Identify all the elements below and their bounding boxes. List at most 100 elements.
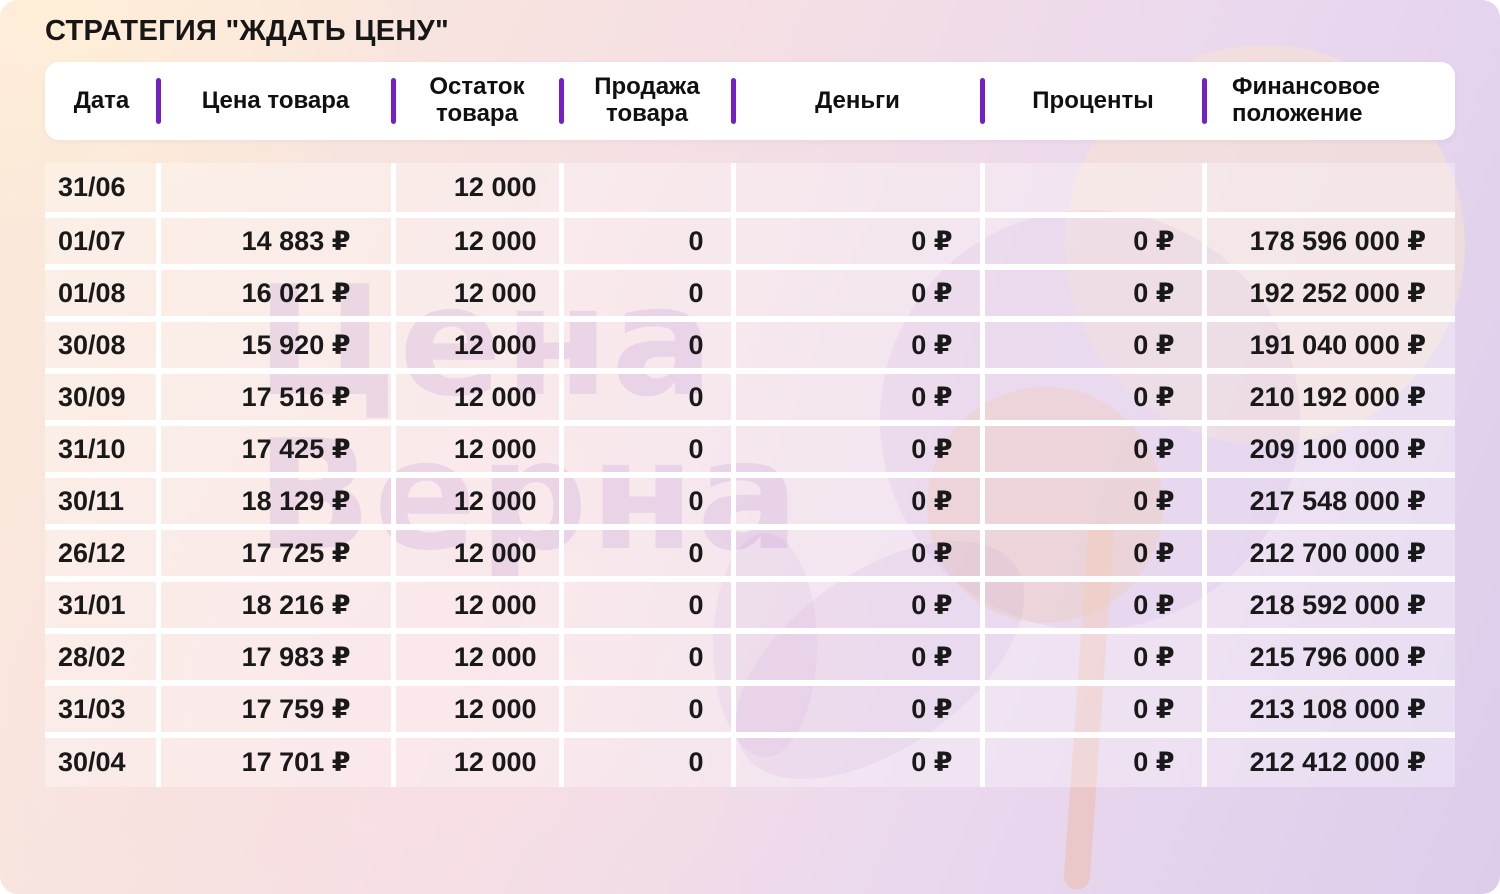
cell-price: 17 425 ₽ <box>158 423 396 478</box>
cell-price: 17 983 ₽ <box>158 631 396 686</box>
cell-date: 30/04 <box>45 735 161 787</box>
table-row: 30/08 15 920 ₽12 000 0 0 ₽0 ₽191 040 000 ₽ <box>45 319 1455 374</box>
column-header-position: Финансовое положение <box>1232 73 1381 127</box>
cell-sale <box>561 163 736 218</box>
cell-money: 0 ₽ <box>733 475 985 530</box>
column-header-money: Деньги <box>733 62 982 140</box>
cell-date: 30/08 <box>45 319 161 374</box>
cell-date: 30/11 <box>45 475 161 530</box>
table-row: 01/07 14 883 ₽12 000 0 0 ₽0 ₽178 596 000 ₽ <box>45 215 1455 270</box>
cell-position: 209 100 000 ₽ <box>1204 423 1455 478</box>
table-row: 30/04 17 701 ₽12 000 0 0 ₽0 ₽212 412 000 ₽ <box>45 735 1455 787</box>
cell-interest: 0 ₽ <box>982 215 1207 270</box>
cell-price: 16 021 ₽ <box>158 267 396 322</box>
cell-money: 0 ₽ <box>733 683 985 738</box>
cell-price: 18 129 ₽ <box>158 475 396 530</box>
cell-date: 31/01 <box>45 579 161 634</box>
cell-money: 0 ₽ <box>733 735 985 787</box>
cell-stock: 12 000 <box>393 423 564 478</box>
cell-position: 215 796 000 ₽ <box>1204 631 1455 686</box>
table-row: 30/11 18 129 ₽12 000 0 0 ₽0 ₽217 548 000 ₽ <box>45 475 1455 530</box>
cell-position <box>1204 163 1455 218</box>
cell-stock: 12 000 <box>393 267 564 322</box>
page-title: СТРАТЕГИЯ "ЖДАТЬ ЦЕНУ" <box>45 15 450 47</box>
cell-price: 14 883 ₽ <box>158 215 396 270</box>
cell-stock: 12 000 <box>393 163 564 218</box>
cell-money: 0 ₽ <box>733 527 985 582</box>
table-row: 31/10 17 425 ₽12 000 0 0 ₽0 ₽209 100 000 ₽ <box>45 423 1455 478</box>
cell-stock: 12 000 <box>393 579 564 634</box>
cell-sale: 0 <box>561 319 736 374</box>
cell-interest: 0 ₽ <box>982 579 1207 634</box>
cell-position: 212 700 000 ₽ <box>1204 527 1455 582</box>
cell-interest: 0 ₽ <box>982 423 1207 478</box>
column-header-date: Дата <box>45 62 158 140</box>
column-header-stock: Остаток товара <box>393 62 561 140</box>
cell-position: 212 412 000 ₽ <box>1204 735 1455 787</box>
cell-price: 18 216 ₽ <box>158 579 396 634</box>
column-header-sale: Продажа товара <box>561 62 733 140</box>
cell-position: 218 592 000 ₽ <box>1204 579 1455 634</box>
cell-stock: 12 000 <box>393 631 564 686</box>
cell-price: 17 701 ₽ <box>158 735 396 787</box>
cell-position: 178 596 000 ₽ <box>1204 215 1455 270</box>
table-row: 28/02 17 983 ₽12 000 0 0 ₽0 ₽215 796 000 ₽ <box>45 631 1455 686</box>
cell-money: 0 ₽ <box>733 423 985 478</box>
cell-position: 217 548 000 ₽ <box>1204 475 1455 530</box>
cell-stock: 12 000 <box>393 475 564 530</box>
cell-sale: 0 <box>561 579 736 634</box>
cell-sale: 0 <box>561 735 736 787</box>
cell-date: 31/03 <box>45 683 161 738</box>
cell-stock: 12 000 <box>393 735 564 787</box>
cell-stock: 12 000 <box>393 683 564 738</box>
cell-money: 0 ₽ <box>733 215 985 270</box>
cell-position: 191 040 000 ₽ <box>1204 319 1455 374</box>
table-row: 31/06 12 000 <box>45 163 1455 218</box>
data-table: 31/06 12 000 01/07 14 883 ₽12 000 0 0 ₽0 ₽178… <box>45 163 1455 787</box>
cell-date: 01/08 <box>45 267 161 322</box>
cell-price <box>158 163 396 218</box>
cell-sale: 0 <box>561 683 736 738</box>
cell-date: 28/02 <box>45 631 161 686</box>
cell-sale: 0 <box>561 527 736 582</box>
cell-sale: 0 <box>561 631 736 686</box>
cell-interest <box>982 163 1207 218</box>
cell-interest: 0 ₽ <box>982 371 1207 426</box>
cell-date: 31/10 <box>45 423 161 478</box>
cell-money: 0 ₽ <box>733 371 985 426</box>
cell-price: 17 516 ₽ <box>158 371 396 426</box>
cell-stock: 12 000 <box>393 319 564 374</box>
cell-money: 0 ₽ <box>733 631 985 686</box>
cell-price: 17 725 ₽ <box>158 527 396 582</box>
cell-money <box>733 163 985 218</box>
cell-position: 213 108 000 ₽ <box>1204 683 1455 738</box>
table-row: 31/03 17 759 ₽12 000 0 0 ₽0 ₽213 108 000 ₽ <box>45 683 1455 738</box>
data-table-body: 31/06 12 000 01/07 14 883 ₽12 000 0 0 ₽0 ₽178… <box>45 163 1455 787</box>
column-header-price: Цена товара <box>158 62 393 140</box>
cell-stock: 12 000 <box>393 371 564 426</box>
cell-date: 26/12 <box>45 527 161 582</box>
table-row: 31/01 18 216 ₽12 000 0 0 ₽0 ₽218 592 000 ₽ <box>45 579 1455 634</box>
cell-price: 17 759 ₽ <box>158 683 396 738</box>
cell-interest: 0 ₽ <box>982 527 1207 582</box>
cell-date: 30/09 <box>45 371 161 426</box>
cell-interest: 0 ₽ <box>982 475 1207 530</box>
cell-interest: 0 ₽ <box>982 631 1207 686</box>
cell-stock: 12 000 <box>393 527 564 582</box>
cell-interest: 0 ₽ <box>982 319 1207 374</box>
cell-sale: 0 <box>561 267 736 322</box>
cell-date: 01/07 <box>45 215 161 270</box>
cell-position: 210 192 000 ₽ <box>1204 371 1455 426</box>
cell-interest: 0 ₽ <box>982 683 1207 738</box>
column-header-interest: Проценты <box>982 62 1204 140</box>
cell-sale: 0 <box>561 371 736 426</box>
cell-money: 0 ₽ <box>733 579 985 634</box>
cell-position: 192 252 000 ₽ <box>1204 267 1455 322</box>
cell-stock: 12 000 <box>393 215 564 270</box>
cell-sale: 0 <box>561 475 736 530</box>
table-header: Дата Цена товара Остаток товара Продажа … <box>45 62 1455 140</box>
cell-price: 15 920 ₽ <box>158 319 396 374</box>
table-row: 01/08 16 021 ₽12 000 0 0 ₽0 ₽192 252 000 ₽ <box>45 267 1455 322</box>
cell-interest: 0 ₽ <box>982 735 1207 787</box>
cell-money: 0 ₽ <box>733 319 985 374</box>
